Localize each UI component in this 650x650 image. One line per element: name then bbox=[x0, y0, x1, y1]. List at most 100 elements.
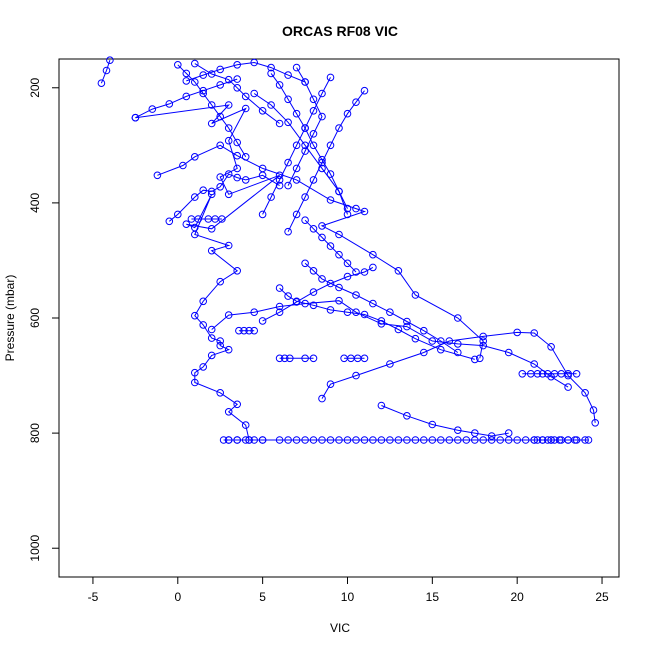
data-point bbox=[533, 370, 542, 378]
data-point bbox=[352, 204, 360, 213]
data-point bbox=[275, 308, 284, 317]
data-point bbox=[292, 210, 301, 219]
data-point bbox=[309, 130, 318, 138]
data-point bbox=[216, 81, 224, 89]
data-point bbox=[352, 98, 360, 106]
data-point bbox=[538, 370, 547, 378]
data-point bbox=[377, 317, 386, 325]
data-point bbox=[335, 187, 343, 196]
data-point bbox=[538, 436, 547, 444]
data-point bbox=[97, 79, 106, 87]
data-point bbox=[309, 225, 318, 233]
y-tick-label: 200 bbox=[28, 77, 42, 97]
data-point bbox=[258, 436, 267, 444]
data-point bbox=[292, 63, 301, 72]
data-point bbox=[199, 86, 207, 95]
data-point bbox=[216, 183, 224, 191]
data-point bbox=[301, 354, 309, 363]
data-point bbox=[233, 436, 241, 444]
data-point bbox=[182, 220, 191, 228]
data-point bbox=[326, 141, 335, 150]
x-tick-label: 5 bbox=[259, 590, 266, 604]
y-tick-label: 400 bbox=[28, 193, 42, 213]
data-point bbox=[174, 210, 182, 219]
series bbox=[275, 354, 318, 363]
data-point bbox=[309, 107, 318, 115]
x-tick-label: 25 bbox=[595, 590, 609, 604]
data-point bbox=[182, 92, 191, 101]
data-point bbox=[584, 436, 593, 444]
data-point bbox=[233, 173, 241, 182]
data-point bbox=[326, 196, 335, 204]
data-point bbox=[301, 259, 309, 268]
data-point bbox=[241, 153, 250, 161]
series bbox=[174, 61, 250, 161]
data-point bbox=[318, 89, 326, 98]
data-point bbox=[360, 436, 369, 444]
data-point bbox=[284, 118, 292, 127]
x-tick-label: 0 bbox=[174, 590, 181, 604]
data-point bbox=[284, 71, 292, 79]
data-point bbox=[589, 406, 598, 414]
data-point bbox=[199, 297, 207, 306]
data-point bbox=[437, 345, 445, 354]
data-point bbox=[564, 383, 572, 391]
series bbox=[284, 86, 369, 236]
series-line bbox=[211, 300, 569, 388]
series bbox=[191, 59, 284, 128]
data-point bbox=[224, 345, 233, 354]
data-point bbox=[258, 171, 267, 180]
data-point bbox=[369, 263, 377, 272]
data-point bbox=[462, 436, 471, 444]
data-point bbox=[191, 368, 199, 377]
data-point bbox=[218, 215, 226, 223]
x-axis: -5 0 5 10 15 20 25 bbox=[88, 576, 609, 604]
data-point bbox=[280, 354, 289, 363]
data-point bbox=[309, 288, 318, 296]
data-point bbox=[572, 370, 581, 378]
data-point bbox=[377, 401, 386, 410]
series-line bbox=[279, 287, 475, 360]
data-point bbox=[267, 101, 275, 109]
data-point bbox=[301, 78, 309, 86]
data-point bbox=[194, 215, 202, 223]
series bbox=[518, 370, 581, 378]
data-point bbox=[471, 355, 479, 364]
data-point bbox=[250, 326, 258, 335]
data-point bbox=[335, 283, 343, 292]
data-point bbox=[174, 61, 182, 69]
data-point bbox=[309, 176, 318, 184]
series bbox=[258, 73, 335, 219]
data-point bbox=[233, 75, 241, 83]
data-point bbox=[301, 124, 309, 132]
y-axis-label: Pressure (mbar) bbox=[3, 275, 17, 362]
data-point bbox=[275, 302, 284, 311]
data-point bbox=[235, 326, 243, 335]
data-point bbox=[199, 321, 207, 329]
data-point bbox=[428, 420, 437, 429]
data-point bbox=[240, 326, 248, 335]
data-point bbox=[326, 380, 335, 389]
data-point bbox=[513, 436, 522, 444]
data-point bbox=[352, 371, 360, 380]
data-point bbox=[182, 69, 191, 78]
data-point bbox=[360, 207, 369, 216]
data-point bbox=[571, 436, 579, 444]
data-point bbox=[250, 308, 258, 317]
series bbox=[377, 401, 513, 440]
data-point bbox=[343, 204, 352, 213]
series bbox=[340, 354, 369, 363]
data-point bbox=[513, 328, 522, 337]
data-point bbox=[335, 296, 343, 305]
data-point bbox=[428, 436, 437, 444]
data-point bbox=[394, 325, 403, 334]
data-point bbox=[182, 77, 191, 85]
data-point bbox=[207, 334, 216, 342]
data-point bbox=[245, 326, 253, 335]
data-point bbox=[292, 109, 301, 118]
data-point bbox=[284, 227, 292, 236]
series bbox=[301, 259, 462, 357]
series bbox=[97, 56, 114, 87]
data-point bbox=[454, 348, 462, 357]
